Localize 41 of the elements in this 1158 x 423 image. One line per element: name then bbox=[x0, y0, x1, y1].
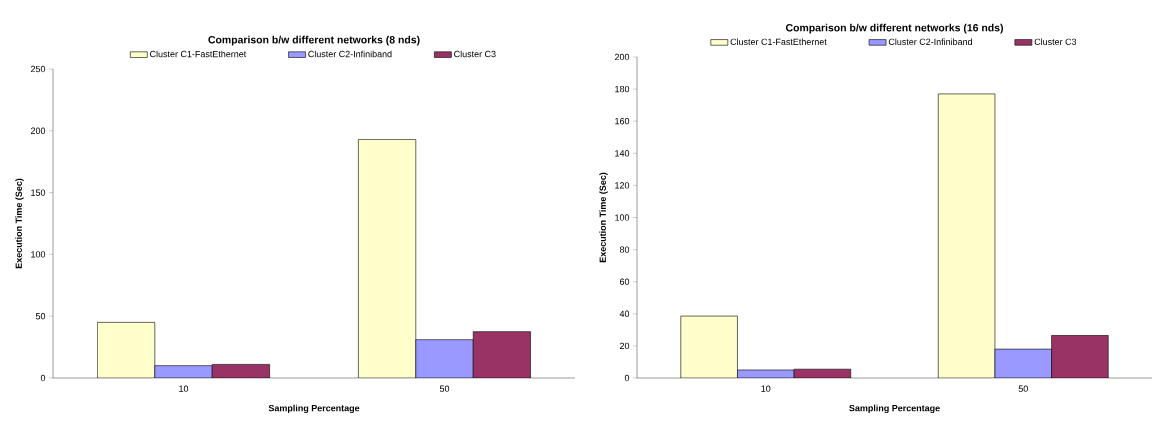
legend-label: Cluster C3 bbox=[454, 50, 496, 58]
y-tick-label: 180 bbox=[615, 85, 630, 93]
legend-label: Cluster C1-FastEthernet bbox=[150, 50, 247, 58]
chart-title: Comparison b/w different networks (8 nds) bbox=[208, 35, 420, 46]
y-tick-label: 200 bbox=[614, 53, 630, 61]
y-tick-label: 140 bbox=[615, 150, 630, 157]
legend-label: Cluster C1-FastEthernet bbox=[730, 38, 827, 45]
x-axis-title: Sampling Percentage bbox=[268, 404, 360, 414]
legend-label: Cluster C2-Infiniband bbox=[888, 38, 972, 45]
x-tick-label: 10 bbox=[179, 385, 189, 392]
bar bbox=[472, 331, 531, 378]
y-tick-label: 60 bbox=[619, 278, 630, 285]
x-tick-label: 50 bbox=[1018, 385, 1028, 392]
x-tick-label: 10 bbox=[761, 385, 771, 392]
y-tick-label: 250 bbox=[30, 65, 46, 73]
bar bbox=[97, 322, 155, 378]
y-axis-title: Execution Time (Sec) bbox=[599, 172, 608, 263]
legend-label: Cluster C3 bbox=[1034, 38, 1077, 45]
y-tick-label: 20 bbox=[619, 342, 630, 350]
y-tick-label: 50 bbox=[35, 313, 46, 320]
y-tick-label: 0 bbox=[624, 374, 630, 382]
y-tick-label: 100 bbox=[31, 251, 46, 258]
y-tick-label: 120 bbox=[615, 182, 630, 189]
legend-label: Cluster C2-Infiniband bbox=[308, 50, 392, 58]
bar bbox=[680, 316, 738, 378]
bar bbox=[1051, 335, 1109, 378]
bar bbox=[937, 93, 996, 378]
y-axis-title: Execution Time (Sec) bbox=[15, 178, 24, 269]
y-tick-label: 200 bbox=[30, 127, 46, 134]
x-tick-label: 50 bbox=[439, 385, 450, 392]
bar bbox=[415, 339, 474, 378]
bar bbox=[994, 348, 1052, 378]
y-tick-label: 150 bbox=[31, 189, 46, 196]
y-tick-label: 0 bbox=[40, 374, 46, 382]
y-tick-label: 40 bbox=[619, 310, 630, 317]
chart-title: Comparison b/w different networks (16 nds) bbox=[785, 23, 1003, 34]
y-tick-label: 80 bbox=[619, 246, 630, 253]
y-tick-label: 100 bbox=[615, 214, 630, 221]
bar bbox=[358, 139, 417, 378]
y-tick-label: 160 bbox=[615, 118, 630, 125]
x-axis-title: Sampling Percentage bbox=[849, 404, 940, 414]
